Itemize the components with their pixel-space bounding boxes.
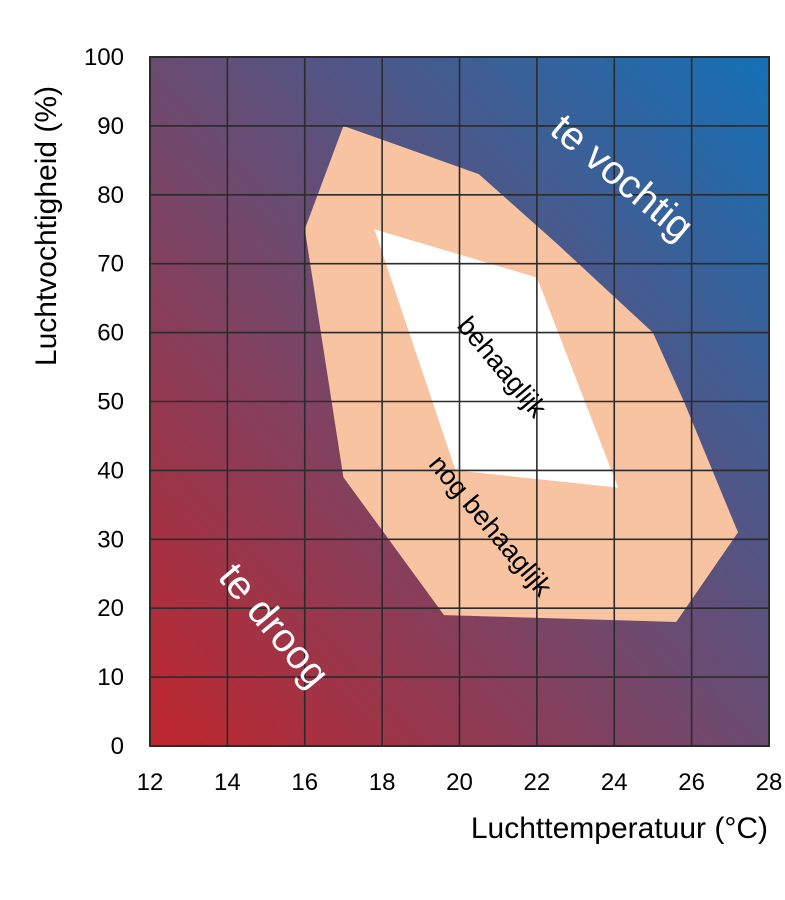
y-tick-label-10: 10 bbox=[97, 664, 124, 691]
x-tick-label-26: 26 bbox=[678, 769, 705, 796]
y-axis-label: Luchtvochtigheid (%) bbox=[30, 86, 63, 366]
y-tick-label-90: 90 bbox=[97, 113, 124, 140]
x-tick-label-12: 12 bbox=[137, 769, 164, 796]
y-tick-label-100: 100 bbox=[84, 44, 124, 71]
x-tick-label-20: 20 bbox=[446, 769, 473, 796]
y-tick-label-30: 30 bbox=[97, 526, 124, 553]
x-tick-label-14: 14 bbox=[214, 769, 241, 796]
x-tick-label-24: 24 bbox=[601, 769, 628, 796]
plot-frame bbox=[149, 56, 770, 747]
x-tick-label-28: 28 bbox=[756, 769, 783, 796]
y-tick-label-60: 60 bbox=[97, 320, 124, 347]
y-tick-label-50: 50 bbox=[97, 389, 124, 416]
x-tick-label-16: 16 bbox=[291, 769, 318, 796]
region-behaaglijk bbox=[374, 229, 619, 488]
y-tick-label-80: 80 bbox=[97, 182, 124, 209]
x-tick-label-18: 18 bbox=[369, 769, 396, 796]
x-axis-label: Luchttemperatuur (°C) bbox=[471, 812, 768, 845]
y-tick-label-0: 0 bbox=[111, 733, 124, 760]
y-tick-label-20: 20 bbox=[97, 595, 124, 622]
x-tick-label-22: 22 bbox=[524, 769, 551, 796]
y-tick-label-40: 40 bbox=[97, 457, 124, 484]
y-tick-label-70: 70 bbox=[97, 251, 124, 278]
